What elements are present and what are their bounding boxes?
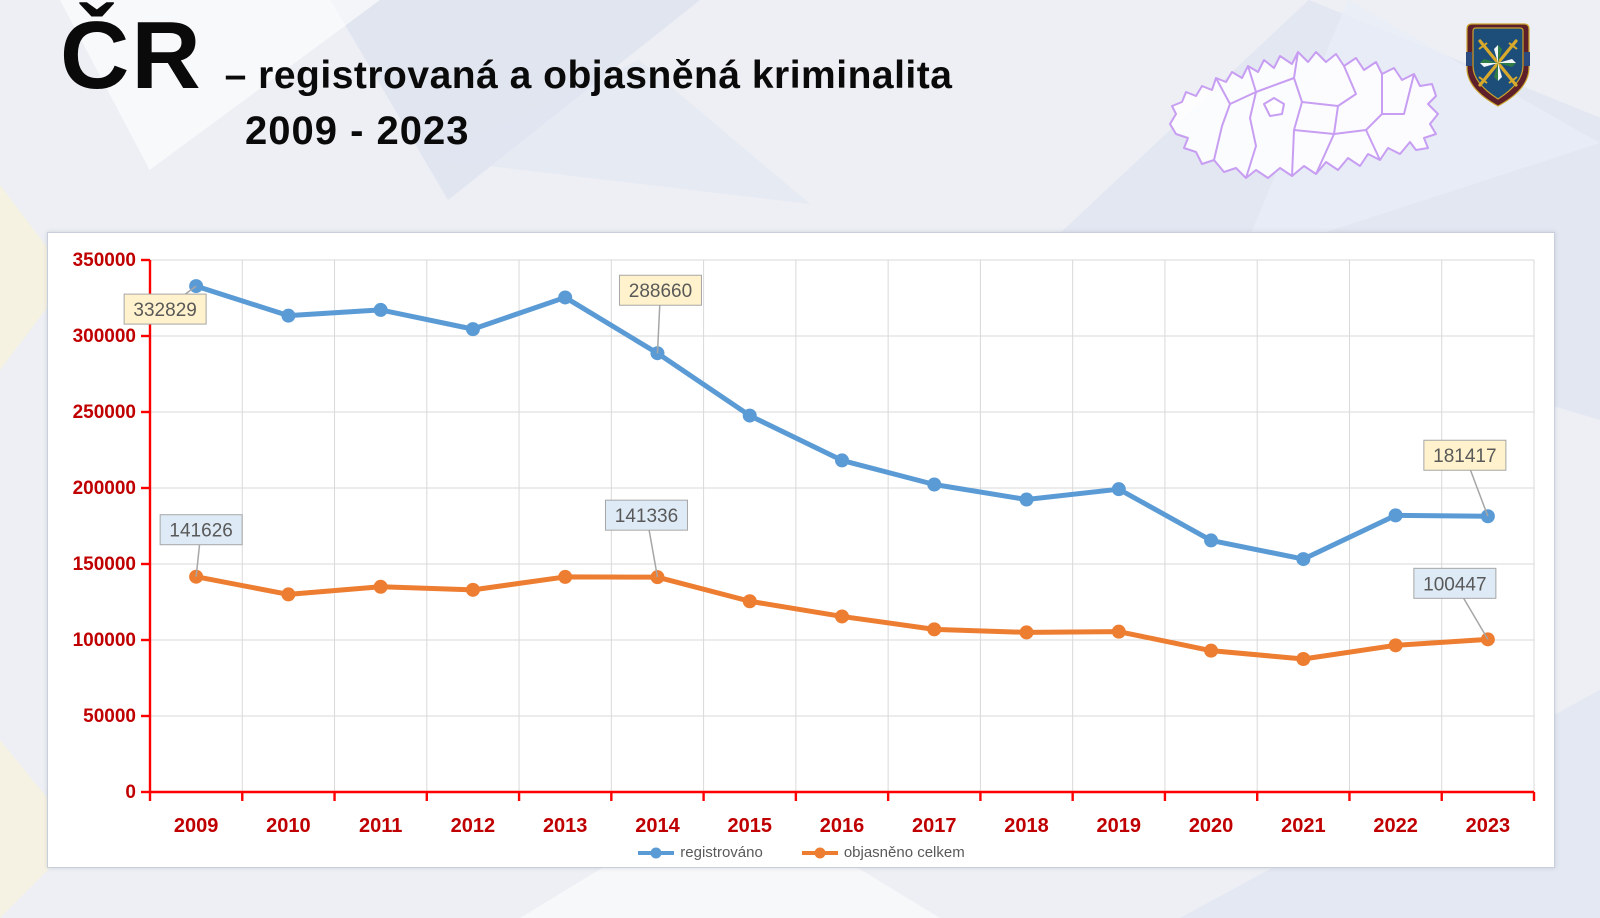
data-point — [558, 290, 573, 305]
x-tick-label: 2015 — [727, 815, 772, 837]
data-point — [281, 308, 296, 323]
legend-label: registrováno — [680, 844, 763, 861]
y-tick-label: 150000 — [73, 554, 136, 575]
data-point — [189, 569, 204, 584]
data-point — [1296, 652, 1311, 666]
data-labels: 332829 288660 181417 141626 141336 100447 — [123, 274, 1507, 640]
data-point — [1388, 638, 1403, 653]
data-point — [1388, 508, 1403, 523]
y-axis-tick-labels: 0 50000 100000 150000 200000 250000 300000 3500… — [73, 250, 136, 803]
data-point — [1019, 492, 1034, 507]
y-tick-label: 200000 — [73, 478, 136, 499]
data-label-box — [123, 293, 207, 325]
police-shield-emblem-icon — [1466, 23, 1530, 107]
data-label-value: 332829 — [133, 300, 196, 321]
czech-republic-map — [1169, 51, 1439, 179]
x-tick-label: 2009 — [174, 815, 219, 837]
data-point — [927, 622, 942, 637]
data-point — [281, 587, 296, 602]
data-label-box — [1413, 567, 1497, 599]
legend-item-registrovano: registrováno — [637, 844, 763, 861]
legend-label: objasněno celkem — [843, 844, 965, 861]
data-point — [1111, 624, 1126, 639]
data-label-box — [618, 274, 702, 306]
data-label-box — [159, 514, 243, 546]
data-label-value: 288660 — [629, 281, 692, 302]
x-tick-label: 2012 — [451, 815, 496, 837]
data-point — [835, 609, 849, 624]
data-point — [1111, 482, 1126, 497]
data-point — [189, 279, 204, 294]
y-tick-label: 250000 — [73, 402, 136, 423]
data-point — [1296, 552, 1311, 567]
data-point — [1204, 533, 1219, 548]
data-point — [1204, 643, 1219, 658]
x-tick-label: 2014 — [635, 815, 680, 837]
data-point — [742, 594, 757, 609]
x-tick-label: 2017 — [912, 815, 957, 837]
title-subtitle: – registrovaná a objasněná kriminalita — [224, 54, 953, 97]
x-tick-label: 2010 — [266, 815, 311, 837]
legend-item-objasneno: objasněno celkem — [801, 844, 965, 861]
data-label-value: 141336 — [615, 506, 678, 527]
data-point — [835, 453, 849, 468]
y-tick-label: 50000 — [83, 706, 136, 727]
data-label-box — [604, 499, 688, 531]
data-label-box — [1423, 439, 1507, 471]
series-registrovano — [189, 279, 1495, 567]
chart-legend: registrováno objasněno celkem — [48, 844, 1554, 861]
title-years: 2009 - 2023 — [245, 108, 470, 153]
x-tick-label: 2018 — [1004, 815, 1049, 837]
data-point — [927, 477, 942, 492]
legend-marker-icon — [801, 847, 838, 858]
title-country: ČR — [60, 2, 203, 109]
x-tick-label: 2011 — [359, 815, 402, 837]
data-point — [742, 408, 757, 423]
data-point — [1019, 625, 1034, 640]
chart-panel: 0 50000 100000 150000 200000 250000 300000 3500… — [47, 232, 1555, 868]
data-point — [373, 302, 388, 317]
y-tick-label: 350000 — [73, 250, 136, 271]
data-point — [558, 569, 573, 584]
gridlines — [150, 259, 1535, 792]
axes — [141, 258, 1536, 801]
data-point — [373, 579, 388, 594]
y-tick-label: 0 — [125, 782, 136, 803]
data-label-value: 141626 — [169, 521, 232, 542]
y-tick-label: 300000 — [73, 326, 136, 347]
x-tick-label: 2013 — [543, 815, 588, 837]
data-point — [650, 570, 665, 585]
line-chart: 0 50000 100000 150000 200000 250000 300000 3500… — [73, 250, 1536, 837]
series-objasneno — [189, 569, 1495, 666]
legend-marker-icon — [638, 847, 675, 858]
data-point — [465, 322, 480, 337]
x-tick-label: 2022 — [1373, 815, 1418, 837]
x-tick-label: 2021 — [1281, 815, 1326, 837]
x-axis-tick-labels: 2009 2010 2011 2012 2013 2014 2015 2016 2017 2018… — [174, 815, 1510, 837]
x-tick-label: 2020 — [1189, 815, 1234, 837]
data-point — [465, 582, 480, 597]
slide-title: ČR – registrovaná a objasněná kriminalit… — [60, 2, 953, 154]
data-point — [650, 346, 665, 361]
data-label-value: 181417 — [1433, 446, 1496, 467]
x-tick-label: 2023 — [1466, 815, 1511, 837]
x-tick-label: 2016 — [820, 815, 865, 837]
x-tick-label: 2019 — [1097, 815, 1142, 837]
y-tick-label: 100000 — [73, 630, 136, 651]
data-label-value: 100447 — [1423, 574, 1486, 595]
